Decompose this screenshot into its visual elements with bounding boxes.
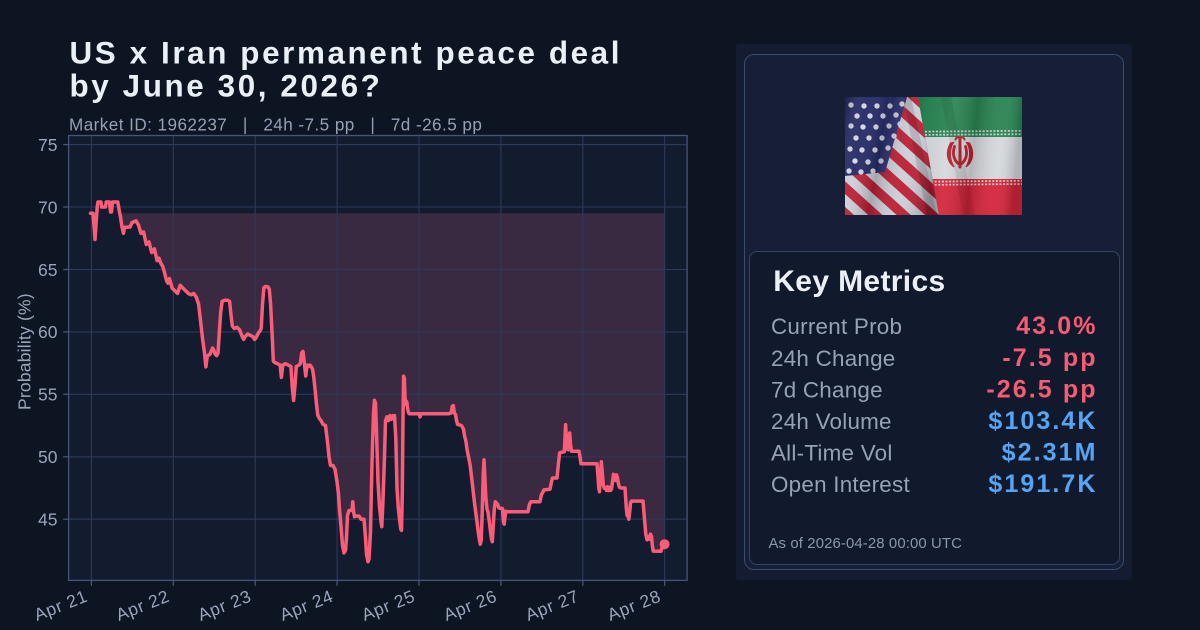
svg-text:$103.4K: $103.4K [988,407,1097,435]
svg-text:-7.5 pp: -7.5 pp [1002,344,1097,372]
svg-text:All-Time Vol: All-Time Vol [771,440,893,465]
svg-text:Apr 27: Apr 27 [523,586,582,625]
svg-text:Apr 28: Apr 28 [604,586,663,625]
svg-text:Probability (%): Probability (%) [15,293,35,410]
svg-text:55: 55 [38,385,57,405]
svg-text:$2.31M: $2.31M [1002,438,1098,466]
svg-text:Apr 26: Apr 26 [441,586,500,625]
svg-text:Key Metrics: Key Metrics [773,265,945,298]
svg-text:As of 2026-04-28 00:00 UTC: As of 2026-04-28 00:00 UTC [769,536,963,552]
svg-text:Open Interest: Open Interest [771,472,910,497]
svg-text:Current Prob: Current Prob [771,314,902,339]
svg-text:24h Volume: 24h Volume [771,409,892,434]
svg-text:70: 70 [38,197,58,217]
svg-text:50: 50 [38,447,58,467]
svg-text:Apr 25: Apr 25 [359,586,418,625]
svg-text:65: 65 [38,260,57,280]
svg-text:43.0%: 43.0% [1016,312,1097,340]
svg-text:75: 75 [38,135,57,155]
svg-text:US x Iran permanent peace deal: US x Iran permanent peace deal [70,35,623,70]
svg-text:Market ID: 1962237 | 24h -: Market ID: 1962237 | 24h -7.5 pp | 7d -2… [69,116,482,135]
svg-text:by June 30, 2026?: by June 30, 2026? [70,69,383,104]
svg-text:Apr 21: Apr 21 [31,586,90,625]
svg-text:-26.5 pp: -26.5 pp [986,375,1097,403]
svg-text:Apr 22: Apr 22 [113,586,172,625]
svg-text:7d Change: 7d Change [771,377,883,402]
svg-text:$191.7K: $191.7K [988,470,1097,498]
svg-text:Apr 23: Apr 23 [195,586,254,625]
svg-text:45: 45 [38,510,57,530]
svg-text:Apr 24: Apr 24 [277,586,336,625]
svg-text:60: 60 [38,322,58,342]
svg-text:24h Change: 24h Change [771,346,896,371]
